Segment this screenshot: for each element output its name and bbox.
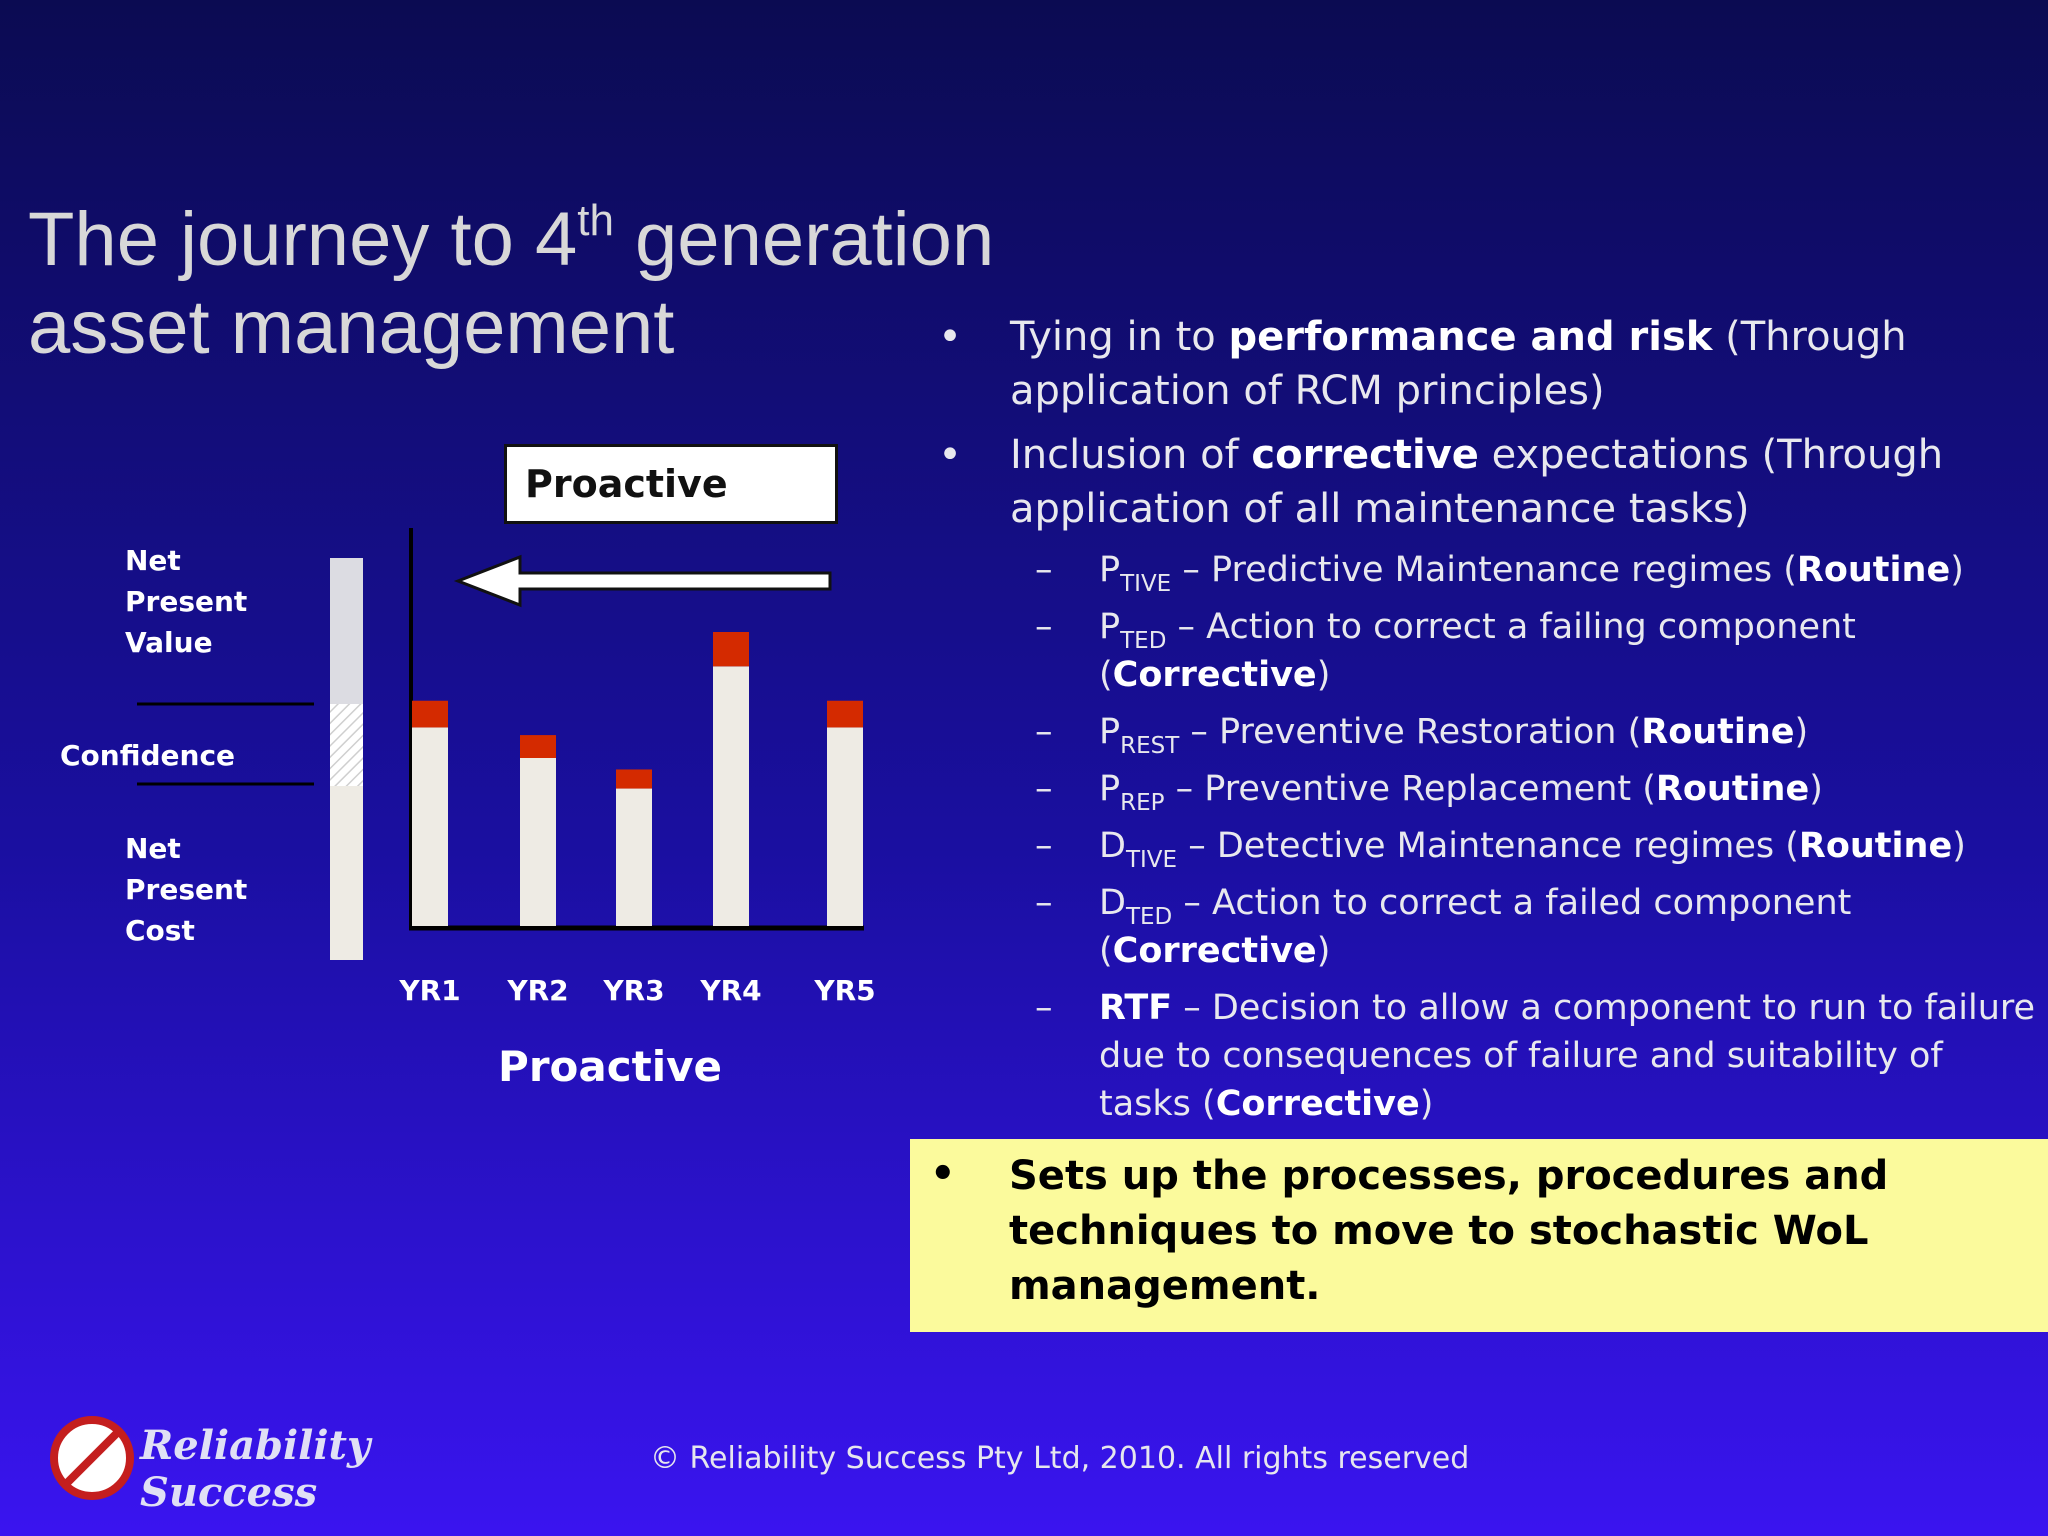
bullet-item: • Inclusion of corrective expectations (T… [930, 428, 2040, 536]
proactive-chart: Net Present Value Confidence Net Present… [0, 430, 900, 1130]
proactive-box: Proactive [504, 444, 838, 524]
x-tick-yr4: YR4 [700, 974, 762, 1007]
sub-bullet-item: – DTED – Action to correct a failed compo… [1035, 883, 1852, 971]
bar-base-yr1 [412, 727, 448, 926]
sub-bullet-item: – DTIVE – Detective Maintenance regimes (… [1035, 826, 1966, 873]
title-part2: generation [613, 197, 995, 282]
x-tick-yr5: YR5 [814, 974, 876, 1007]
confidence-label: Confidence [60, 739, 236, 772]
bullet-item: • Tying in to performance and risk (Throu… [930, 310, 2040, 418]
sub-bullet-item: – RTF – Decision to allow a component to … [1035, 988, 2036, 1124]
bar-top-yr5 [827, 700, 863, 728]
sub-bullet-item: – PTIVE – Predictive Maintenance regimes … [1035, 550, 1964, 597]
highlight-text: Sets up the processes, procedures and te… [1009, 1153, 1889, 1309]
bullet-dot: • [938, 432, 962, 478]
bar-top-yr3 [616, 769, 652, 789]
sub-bullet-item: – PREP – Preventive Replacement (Routine) [1035, 769, 1823, 816]
bar-top-yr4 [713, 632, 749, 667]
title-sup: th [577, 196, 614, 245]
x-tick-yr3: YR3 [603, 974, 665, 1007]
bullet-dot: • [938, 314, 962, 360]
bar-top-yr2 [520, 735, 556, 758]
company-logo: Reliability Success [48, 1408, 478, 1516]
bullet-list: • Tying in to performance and risk (Throu… [930, 310, 2040, 1137]
bar-top-yr1 [412, 700, 448, 728]
title-line2: asset management [28, 285, 675, 370]
x-axis-title: Proactive [498, 1042, 722, 1091]
confidence-gauge [330, 704, 363, 786]
sub-bullet-item: – PTED – Action to correct a failing comp… [1035, 607, 1856, 695]
copyright: © Reliability Success Pty Ltd, 2010. All… [650, 1441, 1470, 1476]
sub-bullet-item: – PREST – Preventive Restoration (Routine… [1035, 712, 1809, 759]
left-arrow-icon [453, 554, 832, 608]
title-part1: The journey to 4 [28, 197, 578, 282]
bullet-dot: • [930, 1151, 956, 1197]
bar-base-yr4 [713, 666, 749, 926]
x-tick-yr1: YR1 [399, 974, 461, 1007]
chart-canvas [137, 528, 864, 960]
npv-gauge [330, 558, 363, 704]
slide-title: The journey to 4th generation asset mana… [28, 196, 1008, 372]
no-downtime-icon [50, 1416, 134, 1500]
highlight-box: • Sets up the processes, procedures and … [910, 1139, 2048, 1332]
x-tick-yr2: YR2 [507, 974, 569, 1007]
bar-base-yr2 [520, 758, 556, 926]
bar-base-yr3 [616, 788, 652, 926]
npc-label: Net Present Cost [125, 832, 248, 947]
npv-label: Net Present Value [125, 544, 248, 659]
logo-text: Reliability Success [140, 1422, 371, 1516]
bar-base-yr5 [827, 727, 863, 926]
npc-gauge [330, 786, 363, 960]
